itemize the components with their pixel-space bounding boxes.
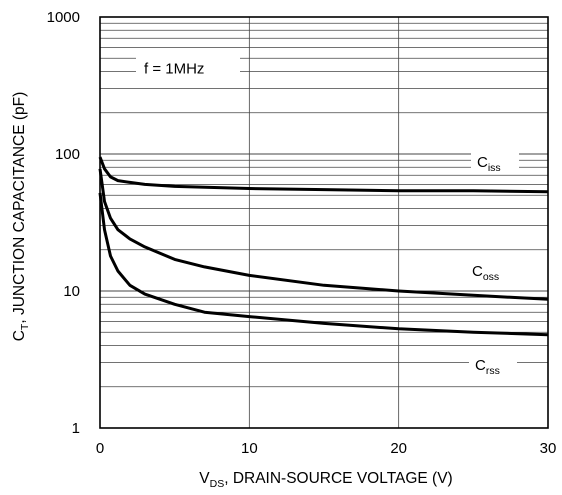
y-tick-label: 100 xyxy=(55,146,80,163)
series-label-box-rss xyxy=(469,353,517,375)
x-tick-label: 0 xyxy=(96,440,104,457)
series-label-rss: Crss xyxy=(475,357,500,377)
annotation-box xyxy=(136,55,240,82)
chart-labels: 0 10 20 30 1 10 100 1000 VDS, DRAIN-SOURCE VOLTA… xyxy=(11,9,556,490)
grid-lines xyxy=(100,17,548,428)
y-tick-label: 1000 xyxy=(47,9,80,26)
y-axis-label: CT, JUNCTION CAPACITANCE (pF) xyxy=(11,92,31,342)
frequency-annotation: f = 1MHz xyxy=(144,61,204,78)
x-axis-label: VDS, DRAIN-SOURCE VOLTAGE (V) xyxy=(199,470,452,490)
series-line-oss xyxy=(98,168,549,301)
series-label-box-oss xyxy=(466,259,518,281)
series-label-oss: Coss xyxy=(472,263,499,283)
series-line-iss xyxy=(98,156,549,194)
x-tick-label: 20 xyxy=(390,440,407,457)
y-tick-label: 1 xyxy=(72,420,80,437)
data-series xyxy=(98,156,549,337)
series-label-iss: Ciss xyxy=(477,154,501,174)
plot-frame xyxy=(99,16,549,429)
x-tick-label: 10 xyxy=(241,440,258,457)
series-line-rss xyxy=(98,192,549,337)
x-tick-label: 30 xyxy=(540,440,557,457)
y-tick-label: 10 xyxy=(63,283,80,300)
series-label-box-iss xyxy=(471,150,519,172)
